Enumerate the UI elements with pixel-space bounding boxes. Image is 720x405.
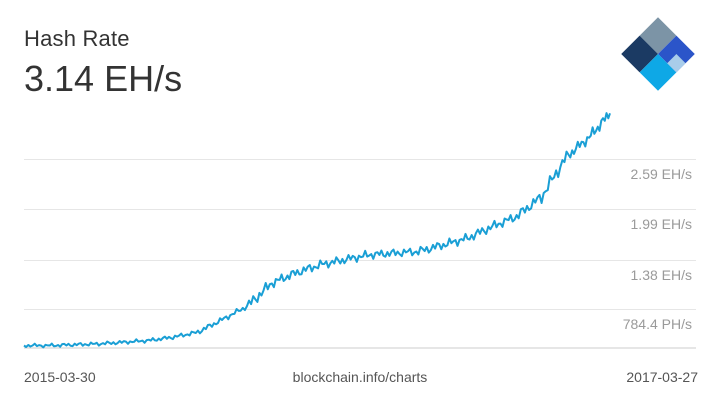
- x-start-label: 2015-03-30: [24, 369, 96, 385]
- hash-rate-line: [23, 112, 611, 349]
- chart-title: Hash Rate: [24, 26, 130, 51]
- y-tick-label: 2.59 EH/s: [630, 165, 692, 182]
- blockchain-logo-icon: [621, 17, 695, 91]
- y-tick-label: 784.4 PH/s: [622, 315, 692, 332]
- current-value: 3.14 EH/s: [24, 58, 183, 99]
- y-tick-label: 1.99 EH/s: [630, 215, 692, 232]
- x-end-label: 2017-03-27: [626, 369, 698, 385]
- grid-lines: [24, 159, 696, 310]
- y-tick-label: 1.38 EH/s: [630, 266, 692, 283]
- logo-left-square: [621, 35, 658, 73]
- source-link[interactable]: blockchain.info/charts: [292, 369, 428, 385]
- logo-bottom-square: [639, 54, 677, 91]
- logo-top-square: [639, 17, 677, 54]
